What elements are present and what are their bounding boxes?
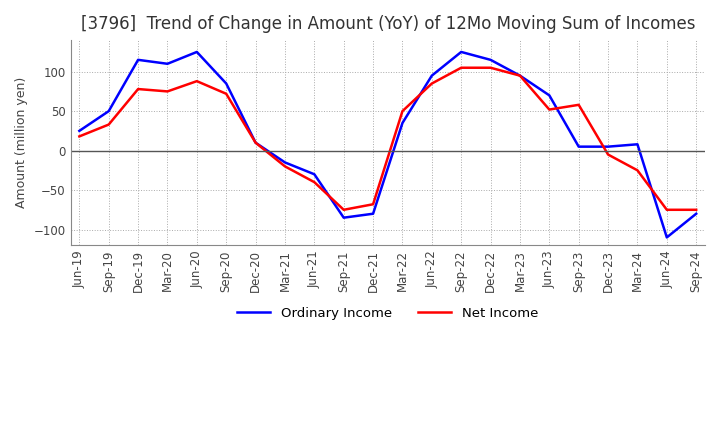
Legend: Ordinary Income, Net Income: Ordinary Income, Net Income xyxy=(232,301,544,325)
Ordinary Income xyxy=(163,61,172,66)
Net Income xyxy=(604,152,613,157)
Net Income xyxy=(281,164,289,169)
Net Income xyxy=(134,86,143,92)
Ordinary Income xyxy=(545,93,554,98)
Ordinary Income xyxy=(692,211,701,216)
Ordinary Income xyxy=(633,142,642,147)
Net Income xyxy=(633,168,642,173)
Ordinary Income xyxy=(516,73,524,78)
Ordinary Income xyxy=(251,140,260,145)
Net Income xyxy=(516,73,524,78)
Net Income xyxy=(75,134,84,139)
Net Income xyxy=(428,81,436,86)
Ordinary Income xyxy=(75,128,84,133)
Title: [3796]  Trend of Change in Amount (YoY) of 12Mo Moving Sum of Incomes: [3796] Trend of Change in Amount (YoY) o… xyxy=(81,15,695,33)
Ordinary Income xyxy=(662,235,671,240)
Line: Net Income: Net Income xyxy=(79,68,696,210)
Net Income xyxy=(457,65,466,70)
Net Income xyxy=(339,207,348,213)
Ordinary Income xyxy=(428,73,436,78)
Ordinary Income xyxy=(281,160,289,165)
Ordinary Income xyxy=(486,57,495,62)
Net Income xyxy=(545,107,554,112)
Net Income xyxy=(692,207,701,213)
Ordinary Income xyxy=(457,49,466,55)
Net Income xyxy=(369,202,377,207)
Net Income xyxy=(163,89,172,94)
Net Income xyxy=(575,102,583,107)
Ordinary Income xyxy=(104,109,113,114)
Ordinary Income xyxy=(575,144,583,149)
Net Income xyxy=(104,122,113,127)
Ordinary Income xyxy=(192,49,201,55)
Net Income xyxy=(251,140,260,145)
Ordinary Income xyxy=(134,57,143,62)
Ordinary Income xyxy=(310,172,319,177)
Ordinary Income xyxy=(369,211,377,216)
Net Income xyxy=(192,78,201,84)
Ordinary Income xyxy=(398,120,407,125)
Net Income xyxy=(398,109,407,114)
Y-axis label: Amount (million yen): Amount (million yen) xyxy=(15,77,28,208)
Net Income xyxy=(662,207,671,213)
Net Income xyxy=(310,180,319,185)
Net Income xyxy=(486,65,495,70)
Line: Ordinary Income: Ordinary Income xyxy=(79,52,696,238)
Net Income xyxy=(222,91,230,96)
Ordinary Income xyxy=(604,144,613,149)
Ordinary Income xyxy=(222,81,230,86)
Ordinary Income xyxy=(339,215,348,220)
